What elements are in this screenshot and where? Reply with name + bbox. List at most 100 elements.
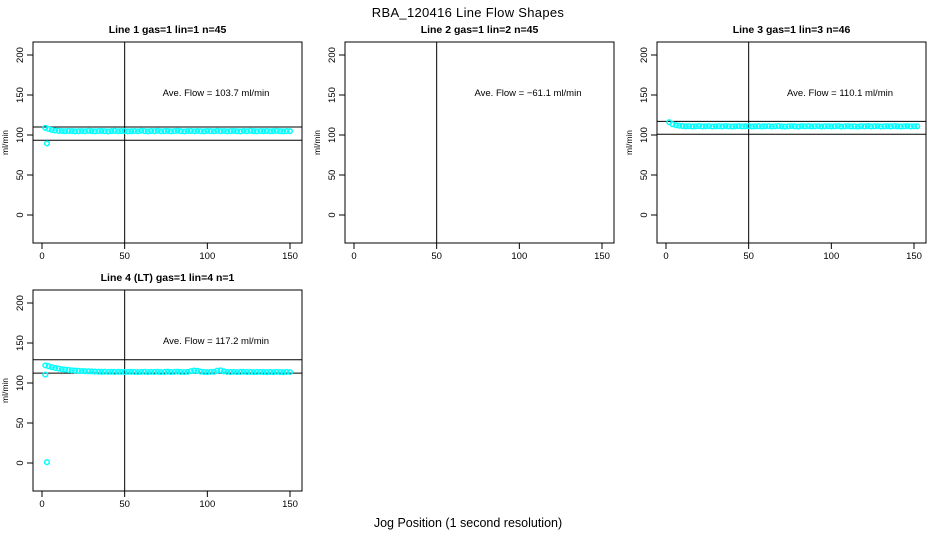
- data-point: [115, 368, 122, 375]
- data-point: [181, 369, 188, 376]
- x-tick-label: 100: [511, 251, 527, 262]
- data-point: [85, 127, 92, 134]
- data-point: [689, 123, 696, 130]
- data-point: [128, 128, 135, 135]
- data-point: [867, 123, 875, 130]
- y-tick-label: 100: [639, 127, 650, 143]
- data-point: [821, 123, 828, 130]
- data-point: [200, 128, 208, 135]
- data-point: [157, 369, 165, 376]
- data-point: [151, 128, 158, 135]
- data-point: [68, 367, 75, 374]
- data-point: [197, 368, 204, 375]
- data-point: [88, 368, 95, 375]
- panel-line-4: Line 4 (LT) gas=1 lin=4 n=1 0 50 100 150 200 0…: [0, 272, 303, 510]
- data-point: [207, 368, 214, 375]
- data-point: [210, 128, 217, 135]
- data-point: [65, 127, 72, 134]
- data-point: [141, 128, 148, 135]
- data-point: [68, 128, 75, 135]
- y-axis-label: ml/min: [0, 378, 10, 403]
- data-point: [851, 123, 858, 130]
- data-point: [111, 368, 118, 376]
- data-point: [217, 128, 224, 135]
- x-tick-label: 50: [119, 499, 130, 510]
- x-tick-label: 150: [282, 251, 298, 262]
- panel-line-1: Line 1 gas=1 lin=1 n=45 0 50 100 150 200 0 50 10…: [0, 24, 303, 262]
- data-point: [881, 123, 888, 130]
- plot-box: [32, 289, 303, 492]
- data-point: [808, 123, 815, 130]
- x-tick-label: 100: [199, 251, 215, 262]
- y-tick-label: 0: [327, 212, 338, 217]
- data-point: [904, 123, 911, 130]
- data-point: [772, 123, 779, 130]
- data-point: [45, 363, 52, 370]
- data-point: [672, 122, 679, 129]
- data-point: [210, 368, 217, 375]
- ave-flow-annotation: Ave. Flow = −61.1 ml/min: [474, 88, 581, 99]
- data-point: [187, 368, 194, 375]
- data-point: [55, 127, 62, 134]
- data-point: [105, 128, 112, 135]
- data-point: [72, 367, 79, 374]
- data-point: [897, 123, 904, 130]
- data-point: [277, 128, 284, 135]
- data-point: [273, 368, 280, 375]
- data-point: [72, 128, 79, 135]
- data-point: [124, 368, 132, 375]
- data-point: [277, 368, 284, 376]
- data-point: [719, 123, 726, 130]
- data-point: [174, 127, 181, 134]
- data-point: [194, 127, 201, 135]
- data-point: [798, 123, 805, 130]
- data-point: [85, 368, 92, 375]
- data-point: [778, 123, 785, 130]
- x-tick-label: 150: [906, 251, 922, 262]
- data-point: [237, 368, 244, 376]
- data-point: [841, 123, 848, 130]
- data-point: [253, 368, 260, 376]
- data-point: [58, 366, 65, 373]
- data-point: [45, 125, 52, 133]
- x-tick-label: 150: [594, 251, 610, 262]
- data-point: [715, 123, 722, 130]
- data-point: [78, 127, 85, 135]
- y-axis-label: ml/min: [624, 130, 634, 155]
- data-point: [181, 128, 188, 135]
- data-point: [914, 123, 921, 130]
- data-point: [230, 368, 237, 375]
- y-tick-label: 200: [15, 295, 26, 311]
- data-point: [42, 124, 49, 131]
- data-point: [171, 368, 178, 375]
- data-point: [748, 123, 756, 130]
- panel-title: Line 1 gas=1 lin=1 n=45: [109, 24, 227, 36]
- data-point: [712, 123, 719, 130]
- y-tick-label: 150: [639, 87, 650, 103]
- data-point: [111, 127, 118, 134]
- data-point: [894, 123, 901, 130]
- data-point: [848, 123, 855, 130]
- y-tick-label: 100: [327, 127, 338, 143]
- panel-title: Line 4 (LT) gas=1 lin=4 n=1: [101, 272, 235, 284]
- x-tick-label: 50: [119, 251, 130, 262]
- data-point: [108, 128, 115, 135]
- data-point: [260, 368, 267, 376]
- data-point: [164, 127, 171, 134]
- y-tick-label: 150: [15, 335, 26, 351]
- y-tick-label: 0: [15, 212, 26, 217]
- data-point: [227, 128, 234, 135]
- y-axis-label: ml/min: [0, 130, 10, 155]
- data-point: [243, 368, 251, 376]
- data-point: [234, 128, 241, 135]
- data-point: [224, 368, 231, 375]
- x-tick-label: 0: [351, 251, 356, 262]
- data-point: [758, 123, 765, 130]
- data-point: [121, 127, 128, 134]
- data-point: [273, 127, 280, 134]
- panel-title: Line 3 gas=1 lin=3 n=46: [733, 24, 851, 36]
- y-tick-label: 200: [15, 47, 26, 63]
- data-point: [686, 123, 693, 130]
- data-point: [871, 123, 878, 130]
- data-point: [884, 123, 891, 130]
